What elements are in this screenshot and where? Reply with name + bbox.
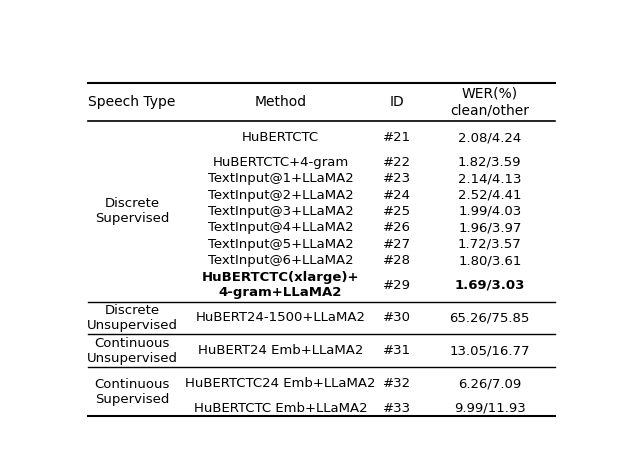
Text: HuBERT24 Emb+LLaMA2: HuBERT24 Emb+LLaMA2 [198,344,363,357]
Text: HuBERT24-1500+LLaMA2: HuBERT24-1500+LLaMA2 [195,311,365,325]
Text: #23: #23 [383,172,411,185]
Text: #31: #31 [383,344,411,357]
Text: Discrete
Supervised: Discrete Supervised [95,198,169,226]
Text: #21: #21 [383,131,411,144]
Text: 1.69/3.03: 1.69/3.03 [455,278,525,292]
Text: TextInput@3+LLaMA2: TextInput@3+LLaMA2 [208,205,354,218]
Text: #25: #25 [383,205,411,218]
Text: 9.99/11.93: 9.99/11.93 [454,402,526,415]
Text: 1.72/3.57: 1.72/3.57 [458,238,522,251]
Text: 2.08/4.24: 2.08/4.24 [458,131,521,144]
Text: #24: #24 [383,188,411,201]
Text: 13.05/16.77: 13.05/16.77 [450,344,530,357]
Text: 2.52/4.41: 2.52/4.41 [458,188,521,201]
Text: #32: #32 [383,377,411,390]
Text: 6.26/7.09: 6.26/7.09 [458,377,521,390]
Text: Continuous
Supervised: Continuous Supervised [94,378,170,406]
Text: HuBERTCTC(xlarge)+
4-gram+LLaMA2: HuBERTCTC(xlarge)+ 4-gram+LLaMA2 [202,271,359,299]
Text: WER(%)
clean/other: WER(%) clean/other [450,87,529,117]
Text: #27: #27 [383,238,411,251]
Text: #30: #30 [383,311,411,325]
Text: HuBERTCTC: HuBERTCTC [242,131,319,144]
Text: HuBERTCTC Emb+LLaMA2: HuBERTCTC Emb+LLaMA2 [193,402,367,415]
Text: #26: #26 [383,221,411,234]
Text: Discrete
Unsupervised: Discrete Unsupervised [87,304,178,332]
Text: ID: ID [390,95,404,109]
Text: 1.99/4.03: 1.99/4.03 [458,205,521,218]
Text: 65.26/75.85: 65.26/75.85 [450,311,530,325]
Text: #22: #22 [383,156,411,169]
Text: TextInput@1+LLaMA2: TextInput@1+LLaMA2 [208,172,354,185]
Text: Continuous
Unsupervised: Continuous Unsupervised [87,337,178,365]
Text: TextInput@5+LLaMA2: TextInput@5+LLaMA2 [208,238,354,251]
Text: 1.96/3.97: 1.96/3.97 [458,221,521,234]
Text: #28: #28 [383,254,411,267]
Text: TextInput@6+LLaMA2: TextInput@6+LLaMA2 [208,254,354,267]
Text: #33: #33 [383,402,411,415]
Text: Speech Type: Speech Type [89,95,176,109]
Text: Method: Method [254,95,306,109]
Text: TextInput@2+LLaMA2: TextInput@2+LLaMA2 [208,188,354,201]
Text: TextInput@4+LLaMA2: TextInput@4+LLaMA2 [208,221,354,234]
Text: 2.14/4.13: 2.14/4.13 [458,172,521,185]
Text: #29: #29 [383,278,411,292]
Text: 1.80/3.61: 1.80/3.61 [458,254,521,267]
Text: HuBERTCTC+4-gram: HuBERTCTC+4-gram [212,156,349,169]
Text: 1.82/3.59: 1.82/3.59 [458,156,521,169]
Text: HuBERTCTC24 Emb+LLaMA2: HuBERTCTC24 Emb+LLaMA2 [185,377,376,390]
